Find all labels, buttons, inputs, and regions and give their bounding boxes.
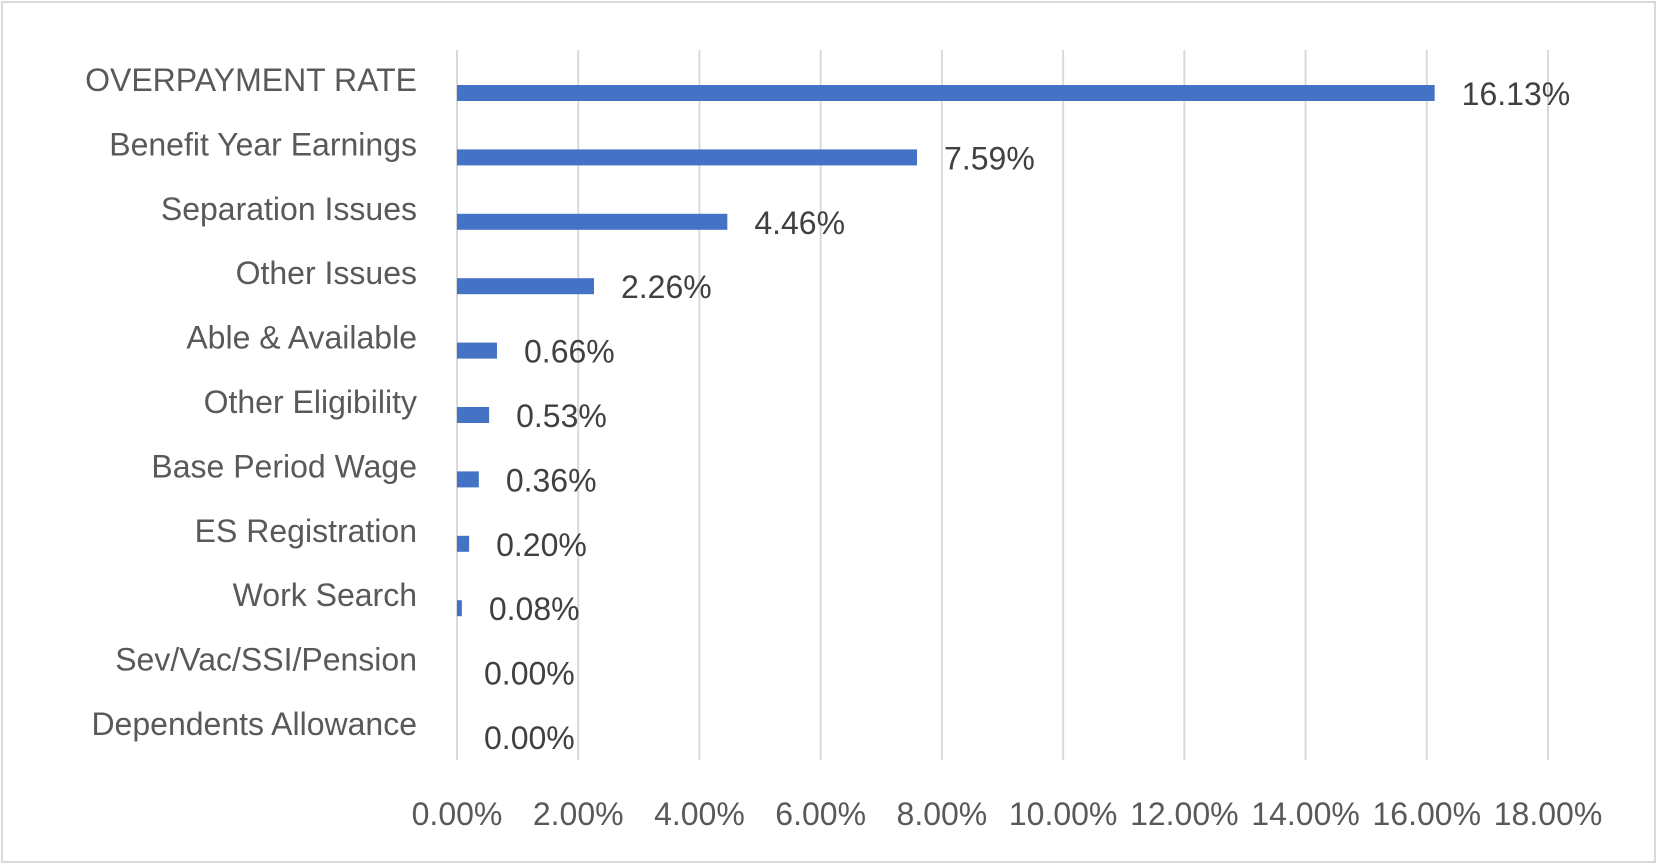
x-tick-label: 2.00% [533,796,624,832]
category-label: OVERPAYMENT RATE [85,62,417,98]
x-tick-label: 14.00% [1251,796,1360,832]
data-label: 7.59% [944,140,1035,176]
bar [457,85,1435,101]
category-label: Other Eligibility [204,384,417,420]
category-label: Benefit Year Earnings [109,126,417,162]
bar [457,342,498,359]
category-label: Dependents Allowance [91,706,417,742]
data-label: 0.00% [484,656,575,692]
data-label: 0.00% [484,720,575,756]
x-tick-label: 8.00% [897,796,988,832]
bar [457,407,490,423]
x-tick-label: 0.00% [412,796,503,832]
data-label: 4.46% [754,205,845,241]
category-label: ES Registration [195,513,417,549]
data-label: 0.36% [506,462,597,498]
data-label: 0.53% [516,398,607,434]
category-label: Able & Available [186,320,417,356]
category-label: Sev/Vac/SSI/Pension [115,642,417,678]
x-tick-label: 12.00% [1130,796,1239,832]
bar [457,600,462,617]
x-tick-label: 6.00% [775,796,866,832]
x-tick-label: 18.00% [1494,796,1603,832]
data-label: 16.13% [1462,76,1571,112]
bar [457,278,594,295]
category-label: Work Search [233,577,417,613]
bar [457,471,479,488]
bar [457,213,728,230]
x-tick-label: 4.00% [654,796,745,832]
x-tick-label: 16.00% [1373,796,1482,832]
category-label: Other Issues [236,255,417,291]
data-label: 0.20% [496,527,587,563]
data-label: 2.26% [621,269,712,305]
bar [457,535,470,552]
category-label: Separation Issues [161,191,417,227]
data-label: 0.66% [524,334,615,370]
x-tick-label: 10.00% [1009,796,1118,832]
data-label: 0.08% [489,591,580,627]
bar [457,149,918,166]
category-label: Base Period Wage [151,448,417,484]
